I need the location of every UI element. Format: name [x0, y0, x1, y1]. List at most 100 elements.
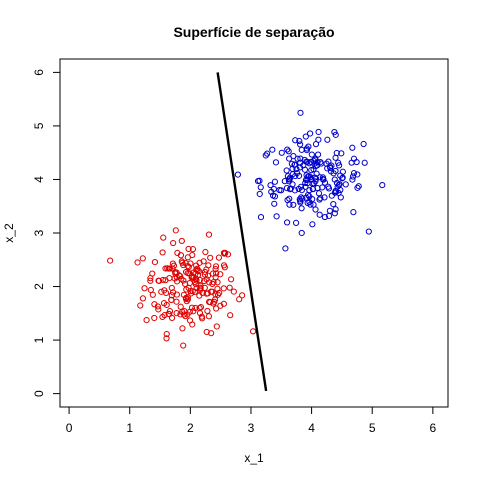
- data-point: [227, 312, 234, 319]
- data-point: [297, 109, 304, 116]
- data-point: [278, 149, 285, 156]
- data-point: [249, 328, 257, 335]
- data-point: [337, 172, 344, 179]
- data-point: [332, 206, 339, 213]
- data-point: [355, 183, 362, 190]
- data-point: [179, 325, 186, 332]
- data-point: [336, 162, 343, 169]
- data-point: [285, 148, 292, 155]
- data-point: [178, 237, 185, 245]
- data-point: [306, 198, 313, 206]
- data-point: [335, 159, 342, 166]
- data-point: [173, 298, 180, 305]
- data-point: [325, 183, 332, 190]
- data-point: [290, 201, 297, 208]
- data-point: [197, 282, 204, 289]
- data-point: [168, 284, 175, 292]
- data-point: [212, 265, 219, 273]
- data-point: [334, 183, 341, 190]
- data-point: [183, 294, 190, 302]
- data-point: [163, 335, 170, 342]
- data-point: [224, 251, 232, 258]
- data-point: [316, 211, 323, 218]
- data-point: [303, 158, 310, 165]
- data-point: [190, 269, 197, 276]
- data-point: [350, 209, 357, 216]
- data-point: [159, 276, 167, 284]
- data-point: [309, 185, 316, 193]
- data-point: [197, 284, 204, 291]
- data-point: [286, 195, 293, 202]
- data-point: [208, 330, 215, 337]
- data-point: [189, 251, 196, 259]
- data-point: [291, 161, 299, 168]
- data-point: [308, 151, 315, 158]
- data-point: [311, 160, 318, 167]
- data-point: [182, 260, 189, 267]
- data-point: [230, 288, 237, 295]
- data-point: [273, 213, 280, 220]
- data-point: [330, 201, 337, 208]
- data-point: [212, 274, 219, 281]
- data-point: [335, 189, 342, 197]
- series-1: [234, 109, 386, 252]
- data-point: [203, 290, 210, 297]
- data-point: [297, 159, 304, 166]
- data-point: [308, 167, 315, 174]
- data-point: [198, 313, 205, 320]
- data-point: [327, 163, 334, 170]
- data-point: [154, 303, 161, 310]
- data-point: [163, 330, 170, 338]
- data-point: [354, 184, 361, 191]
- data-point: [283, 185, 291, 192]
- data-point: [321, 194, 328, 201]
- data-point: [173, 310, 180, 317]
- data-point: [324, 136, 331, 143]
- data-point: [361, 159, 368, 166]
- data-point: [289, 171, 296, 178]
- data-point: [365, 228, 372, 235]
- data-point: [239, 292, 246, 299]
- x-tick-label: 1: [126, 421, 133, 435]
- data-point: [332, 131, 339, 138]
- data-point: [331, 210, 338, 217]
- y-axis: 0 1 2 3 4 5 6: [32, 69, 60, 397]
- data-point: [180, 342, 187, 349]
- data-point: [202, 248, 209, 256]
- x-tick-label: 4: [308, 421, 315, 435]
- data-point: [189, 246, 197, 253]
- data-point: [155, 306, 162, 313]
- data-point: [282, 245, 289, 252]
- data-point: [160, 234, 167, 241]
- data-point: [197, 304, 205, 311]
- data-point: [139, 255, 146, 262]
- data-point: [321, 179, 329, 186]
- data-point: [268, 188, 275, 195]
- data-point: [254, 177, 262, 185]
- data-point: [164, 265, 171, 272]
- data-point: [301, 156, 308, 164]
- data-point: [196, 304, 203, 312]
- data-point: [315, 190, 323, 197]
- data-point: [210, 279, 217, 286]
- chart-title: Superfície de separação: [173, 24, 334, 40]
- data-point: [185, 263, 192, 271]
- data-point: [269, 146, 276, 153]
- data-point: [155, 277, 163, 284]
- data-point: [267, 182, 274, 189]
- data-point: [330, 170, 337, 177]
- plot-frame: [59, 58, 449, 408]
- data-point: [331, 176, 338, 183]
- data-point: [220, 262, 228, 269]
- data-point: [194, 265, 201, 272]
- data-point: [284, 196, 291, 204]
- data-point: [234, 171, 241, 178]
- data-point: [325, 212, 333, 219]
- data-point: [236, 296, 243, 303]
- data-point: [205, 231, 213, 238]
- data-point: [297, 183, 305, 190]
- data-point: [190, 308, 197, 315]
- data-point: [141, 285, 148, 292]
- data-point: [147, 275, 154, 282]
